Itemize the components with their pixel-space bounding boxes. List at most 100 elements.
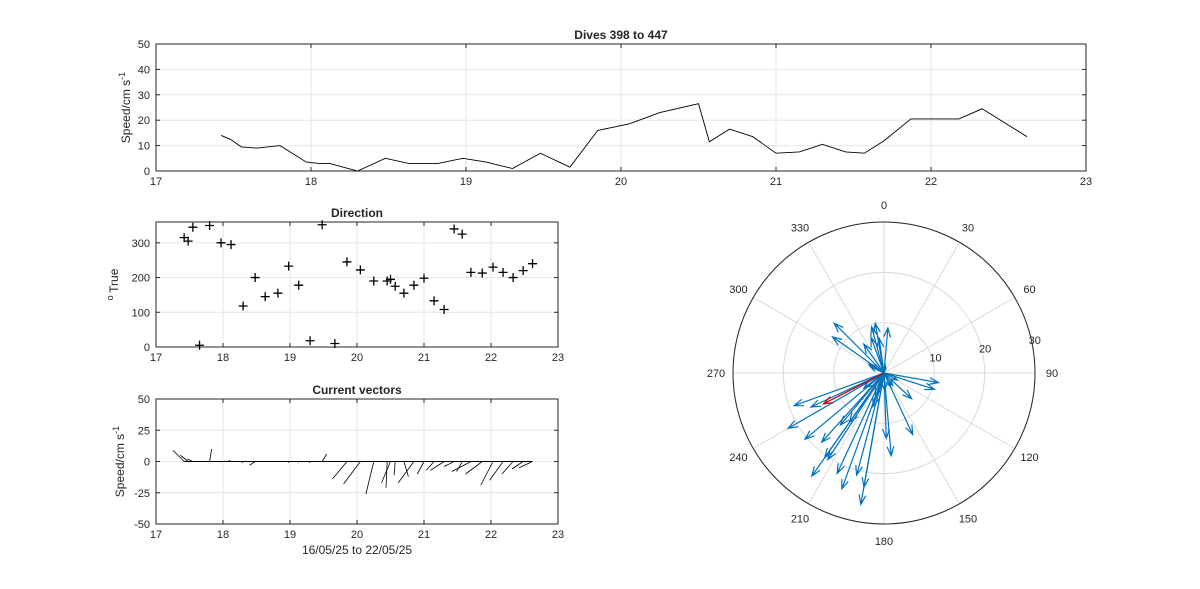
direction-marker [205, 220, 215, 230]
x-tick-label: 23 [1080, 176, 1092, 188]
y-tick-label: 300 [132, 238, 150, 250]
chart-title: Dives 398 to 447 [574, 28, 668, 42]
speed-time-series-axes: 17 18 19 20 21 22 23 0 10 20 30 40 50 Dives 398 to 44… [117, 28, 1092, 188]
current-vector-stick [443, 461, 455, 467]
y-tick-label: 0 [144, 166, 150, 178]
current-vector-stick [228, 459, 232, 462]
x-tick-label: 21 [770, 176, 782, 188]
direction-marker [419, 273, 429, 283]
current-vector-stick [397, 461, 415, 483]
axes-box [155, 398, 559, 525]
y-tick-label: 200 [132, 273, 150, 285]
y-tick-label: 100 [132, 307, 150, 319]
compass-angle-label: 150 [959, 513, 977, 525]
current-vector-stick [385, 461, 388, 488]
compass-vector-arrow [868, 365, 885, 374]
compass-vector-arrow [855, 372, 885, 477]
direction-marker [342, 257, 352, 267]
direction-marker [399, 288, 409, 298]
direction-marker [226, 240, 236, 250]
compass-angle-label: 210 [791, 513, 809, 525]
compass-spoke [883, 297, 1016, 374]
compass-outer-ring [732, 221, 1036, 525]
direction-marker [330, 339, 340, 349]
compass-angle-label: 300 [729, 284, 747, 296]
y-tick-label: 10 [138, 141, 150, 153]
y-tick-label: -50 [134, 519, 150, 531]
current-vector-stick [425, 461, 435, 471]
current-vector-stick [343, 461, 361, 485]
compass-angle-label: 30 [962, 223, 974, 235]
x-tick-label: 21 [418, 352, 430, 364]
direction-marker [369, 276, 379, 286]
x-tick-label: 20 [351, 352, 363, 364]
compass-mean-vector-arrow [821, 372, 885, 405]
axes-box [155, 43, 1087, 172]
direction-marker [528, 259, 538, 269]
direction-marker [390, 281, 400, 291]
direction-marker [250, 273, 260, 283]
x-tick-label: 23 [552, 352, 564, 364]
compass-vector-arrow [832, 321, 885, 374]
compass-vector-arrow [803, 372, 885, 441]
compass-vector-arrow [810, 372, 885, 478]
current-vector-stick [249, 461, 256, 466]
direction-marker [305, 336, 315, 346]
direction-marker [449, 224, 459, 234]
compass-spoke [808, 372, 885, 505]
direction-marker [355, 265, 365, 275]
compass-vector-arrow [883, 372, 913, 400]
direction-marker [457, 229, 467, 239]
current-vector-stick [456, 461, 463, 472]
compass-radius-label: 10 [929, 352, 941, 364]
compass-vector-arrow [883, 363, 887, 374]
compass-spoke [883, 241, 960, 374]
compass-spoke [808, 241, 885, 374]
current-vector-stick [403, 461, 409, 477]
current-vector-stick [219, 461, 222, 463]
x-tick-label: 19 [460, 176, 472, 188]
compass-vector-arrow [836, 372, 885, 475]
compass-vector-arrow [786, 372, 885, 430]
compass-polar-plot: 0 30 60 90 120 150 180 210 240 270 300 330 10 20 30 [707, 200, 1058, 548]
x-tick-label: 19 [284, 529, 296, 541]
speed-series-line [220, 103, 1028, 172]
compass-vector-arrow [862, 342, 885, 374]
x-tick-label: 18 [217, 529, 229, 541]
direction-marker [195, 340, 205, 350]
current-vector-stick [393, 461, 396, 476]
x-axis-label: 16/05/25 to 22/05/25 [302, 543, 412, 557]
compass-angle-label: 0 [881, 200, 887, 212]
current-vector-stick [416, 461, 425, 475]
compass-vector-arrow [883, 372, 941, 385]
direction-marker [183, 236, 193, 246]
current-vector-stick [451, 461, 472, 472]
current-vector-stick [480, 461, 494, 486]
compass-vector-arrow [883, 372, 914, 437]
compass-spoke [883, 372, 960, 505]
x-tick-label: 18 [217, 352, 229, 364]
x-tick-label: 19 [284, 352, 296, 364]
x-tick-label: 21 [418, 529, 430, 541]
compass-spoke [883, 372, 1016, 449]
direction-marker [294, 280, 304, 290]
direction-marker [216, 238, 226, 248]
direction-marker [508, 273, 518, 283]
compass-vector-arrow [883, 372, 895, 458]
direction-marker [409, 280, 419, 290]
direction-marker [188, 222, 198, 232]
current-vector-stick [321, 453, 327, 462]
axes-box [155, 221, 559, 348]
direction-marker [284, 261, 294, 271]
direction-marker [498, 267, 508, 277]
compass-angle-label: 270 [707, 368, 725, 380]
x-tick-label: 17 [150, 352, 162, 364]
current-vector-stick [241, 461, 244, 464]
current-vector-stick [511, 461, 524, 470]
direction-marker [260, 292, 270, 302]
x-tick-label: 22 [485, 529, 497, 541]
compass-vector-arrow [839, 372, 885, 427]
direction-marker [238, 301, 248, 311]
x-tick-label: 20 [615, 176, 627, 188]
